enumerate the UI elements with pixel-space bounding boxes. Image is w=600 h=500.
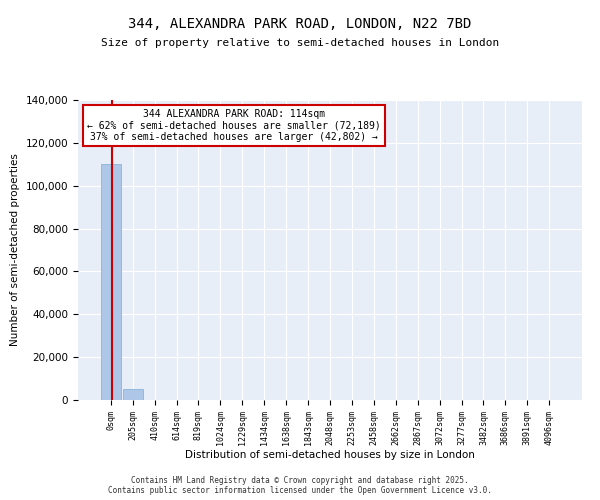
X-axis label: Distribution of semi-detached houses by size in London: Distribution of semi-detached houses by … xyxy=(185,450,475,460)
Bar xyxy=(101,164,121,400)
Bar xyxy=(123,390,143,400)
Text: 344, ALEXANDRA PARK ROAD, LONDON, N22 7BD: 344, ALEXANDRA PARK ROAD, LONDON, N22 7B… xyxy=(128,18,472,32)
Text: Size of property relative to semi-detached houses in London: Size of property relative to semi-detach… xyxy=(101,38,499,48)
Text: 344 ALEXANDRA PARK ROAD: 114sqm
← 62% of semi-detached houses are smaller (72,18: 344 ALEXANDRA PARK ROAD: 114sqm ← 62% of… xyxy=(88,109,381,142)
Y-axis label: Number of semi-detached properties: Number of semi-detached properties xyxy=(10,154,20,346)
Text: Contains HM Land Registry data © Crown copyright and database right 2025.
Contai: Contains HM Land Registry data © Crown c… xyxy=(108,476,492,495)
